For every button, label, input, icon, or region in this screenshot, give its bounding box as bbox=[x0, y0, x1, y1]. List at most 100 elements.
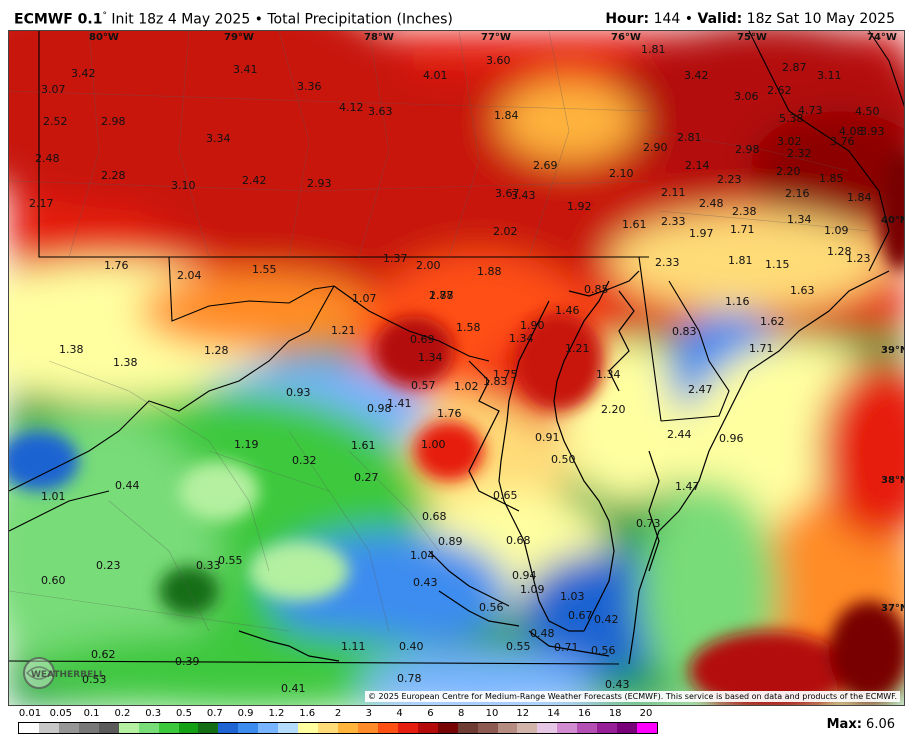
precip-value-label: 0.68 bbox=[422, 510, 447, 523]
precip-value-label: 3.06 bbox=[734, 90, 759, 103]
precip-value-label: 0.50 bbox=[551, 453, 576, 466]
precip-value-label: 0.43 bbox=[605, 678, 630, 691]
precip-value-label: 0.94 bbox=[512, 569, 537, 582]
precip-value-label: 0.23 bbox=[96, 559, 121, 572]
precip-value-label: 0.48 bbox=[530, 627, 555, 640]
legend-tick-label: 12 bbox=[516, 708, 530, 719]
precip-value-label: 3.67 bbox=[495, 187, 520, 200]
max-value: Max: 6.06 bbox=[827, 717, 895, 732]
precip-value-label: 1.84 bbox=[494, 109, 519, 122]
precip-value-label: 0.71 bbox=[554, 641, 579, 654]
precip-field bbox=[9, 31, 904, 705]
precip-value-label: 1.03 bbox=[560, 590, 585, 603]
valid-time: Hour: 144 • Valid: 18z Sat 10 May 2025 bbox=[605, 11, 895, 27]
precip-value-label: 1.28 bbox=[204, 344, 229, 357]
precip-value-label: 0.53 bbox=[82, 673, 107, 686]
precip-value-label: 1.85 bbox=[819, 172, 844, 185]
legend-swatch bbox=[577, 723, 598, 733]
legend-swatch bbox=[238, 723, 259, 733]
precip-value-label: 0.27 bbox=[354, 471, 379, 484]
precip-value-label: 0.62 bbox=[91, 648, 116, 661]
precip-value-label: 2.33 bbox=[655, 256, 680, 269]
precip-value-label: 0.69 bbox=[410, 333, 435, 346]
legend-swatch bbox=[457, 723, 478, 733]
precip-value-label: 2.17 bbox=[29, 197, 54, 210]
legend-tick-label: 1.2 bbox=[268, 708, 285, 719]
latitude-label: 39°N bbox=[881, 345, 905, 356]
precip-value-label: 4.73 bbox=[798, 104, 823, 117]
precip-value-label: 3.42 bbox=[71, 67, 96, 80]
precip-value-label: 2.28 bbox=[101, 169, 126, 182]
precip-value-label: 2.88 bbox=[429, 289, 454, 302]
precip-value-label: 1.71 bbox=[730, 223, 755, 236]
degree-symbol: ° bbox=[102, 11, 107, 21]
legend-tick-label: 6 bbox=[427, 708, 434, 719]
legend-tick-label: 14 bbox=[547, 708, 560, 719]
precip-value-label: 1.19 bbox=[234, 438, 259, 451]
legend-swatch bbox=[477, 723, 498, 733]
precip-value-label: 2.48 bbox=[35, 152, 60, 165]
map-canvas: 80°W 79°W 78°W 77°W 76°W 75°W 74°W 40°N 39°N 38°N… bbox=[9, 31, 905, 705]
legend-swatch bbox=[617, 723, 638, 733]
legend-swatch bbox=[318, 723, 338, 733]
precip-value-label: 3.11 bbox=[817, 69, 842, 82]
legend-tick-label: 0.7 bbox=[206, 708, 223, 719]
precip-value-label: 0.42 bbox=[594, 613, 619, 626]
precip-value-label: 1.21 bbox=[565, 342, 590, 355]
precip-value-label: 1.75 bbox=[493, 368, 518, 381]
legend-swatch bbox=[158, 723, 179, 733]
graticule-labels: 80°W 79°W 78°W 77°W 76°W 75°W 74°W 40°N 39°N 38°N… bbox=[89, 32, 905, 614]
coastline bbox=[238, 270, 890, 665]
precip-value-label: 2.44 bbox=[667, 428, 692, 441]
legend-swatch bbox=[497, 723, 518, 733]
precip-value-label: 0.68 bbox=[506, 534, 531, 547]
precip-value-label: 2.14 bbox=[685, 159, 710, 172]
precip-value-label: 3.43 bbox=[511, 189, 536, 202]
legend-tick-label: 4 bbox=[396, 708, 403, 719]
precip-value-label: 1.46 bbox=[555, 304, 580, 317]
hour-label: Hour: bbox=[605, 11, 650, 27]
precip-value-label: 1.97 bbox=[689, 227, 714, 240]
precipitation-map[interactable]: 80°W 79°W 78°W 77°W 76°W 75°W 74°W 40°N 39°N 38°N… bbox=[8, 30, 905, 706]
precip-value-label: 0.85 bbox=[584, 283, 609, 296]
precip-value-label: 3.07 bbox=[41, 83, 66, 96]
precip-value-label: 2.11 bbox=[661, 186, 686, 199]
legend-swatch bbox=[98, 723, 119, 733]
legend-swatch bbox=[178, 723, 199, 733]
precip-value-label: 2.98 bbox=[735, 143, 760, 156]
precip-value-label: 0.32 bbox=[292, 454, 317, 467]
legend-swatch bbox=[597, 723, 618, 733]
precip-value-label: 1.62 bbox=[760, 315, 785, 328]
latitude-label: 40°N bbox=[881, 215, 905, 226]
precip-value-label: 1.04 bbox=[410, 549, 435, 562]
precip-value-label: 0.65 bbox=[493, 489, 518, 502]
precip-value-label: 1.34 bbox=[787, 213, 812, 226]
precip-value-label: 1.23 bbox=[846, 252, 871, 265]
longitude-label: 74°W bbox=[867, 32, 897, 43]
precip-value-label: 0.43 bbox=[413, 576, 438, 589]
precip-value-label: 2.04 bbox=[177, 269, 202, 282]
legend-swatch bbox=[377, 723, 398, 733]
precip-value-label: 1.38 bbox=[113, 356, 138, 369]
precip-value-label: 2.52 bbox=[43, 115, 68, 128]
longitude-label: 76°W bbox=[611, 32, 641, 43]
max-number: 6.06 bbox=[861, 717, 895, 732]
precip-value-label: 1.41 bbox=[387, 397, 412, 410]
precip-value-label: 3.60 bbox=[486, 54, 511, 67]
legend-swatch bbox=[78, 723, 99, 733]
precip-value-label: 3.34 bbox=[206, 132, 231, 145]
legend-tick-label: 0.1 bbox=[83, 708, 100, 719]
map-title: ECMWF 0.1° Init 18z 4 May 2025 • Total P… bbox=[14, 11, 453, 28]
precip-value-label: 0.91 bbox=[535, 431, 560, 444]
legend-tick-label: 0.3 bbox=[145, 708, 162, 719]
legend-swatch bbox=[557, 723, 578, 733]
precip-value-label: 0.96 bbox=[719, 432, 744, 445]
precip-value-label: 2.23 bbox=[717, 173, 742, 186]
precip-value-label: 4.12 bbox=[339, 101, 364, 114]
precip-value-label: 0.93 bbox=[286, 386, 311, 399]
precip-value-label: 1.00 bbox=[421, 438, 446, 451]
precip-value-label: 3.76 bbox=[830, 135, 855, 148]
longitude-label: 80°W bbox=[89, 32, 119, 43]
precip-value-label: 0.55 bbox=[506, 640, 531, 653]
precip-values: 3.42 3.07 2.52 2.98 2.48 2.28 2.17 3.41 3.36 4.01… bbox=[9, 31, 885, 695]
